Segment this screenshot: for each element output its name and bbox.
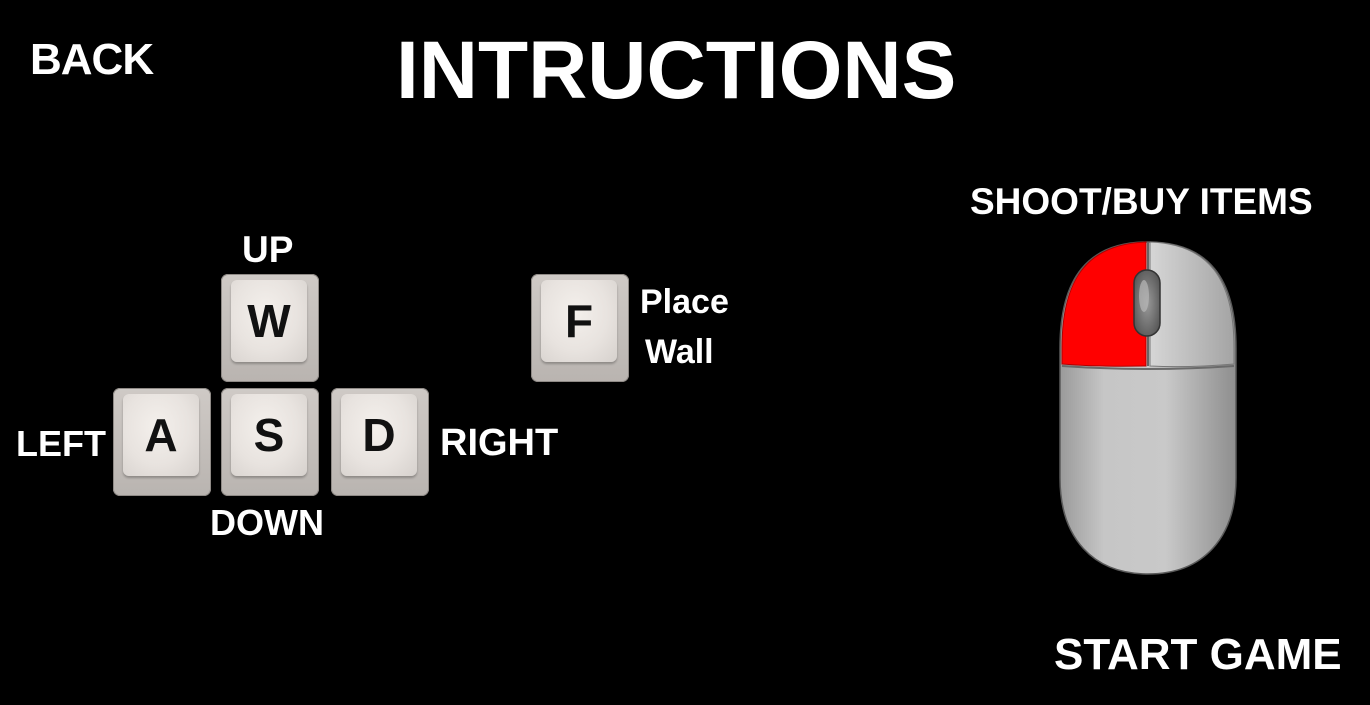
- d-key-icon: D: [331, 388, 429, 496]
- label-place: Place: [640, 283, 729, 321]
- label-right: RIGHT: [440, 422, 559, 464]
- page-title: INTRUCTIONS: [396, 25, 957, 116]
- mouse-left-button-highlight: [1061, 241, 1147, 367]
- start-game-button[interactable]: START GAME: [1054, 630, 1342, 679]
- a-key-label: A: [123, 394, 199, 476]
- f-key-icon: F: [531, 274, 629, 382]
- mouse-icon: [1059, 241, 1237, 575]
- mouse-right-button: [1149, 241, 1235, 368]
- w-key-icon: W: [221, 274, 319, 382]
- back-button[interactable]: BACK: [30, 35, 154, 84]
- s-key-label: S: [231, 394, 307, 476]
- label-shoot-buy-items: SHOOT/BUY ITEMS: [970, 181, 1313, 222]
- f-key-label: F: [541, 280, 617, 362]
- mouse-scroll-wheel-shine: [1139, 280, 1149, 312]
- d-key-label: D: [341, 394, 417, 476]
- a-key-icon: A: [113, 388, 211, 496]
- w-key-label: W: [231, 280, 307, 362]
- mouse-button-divider: [1061, 365, 1235, 370]
- label-wall: Wall: [645, 333, 714, 371]
- label-down: DOWN: [210, 502, 324, 543]
- label-up: UP: [242, 229, 294, 270]
- label-left: LEFT: [16, 423, 106, 464]
- s-key-icon: S: [221, 388, 319, 496]
